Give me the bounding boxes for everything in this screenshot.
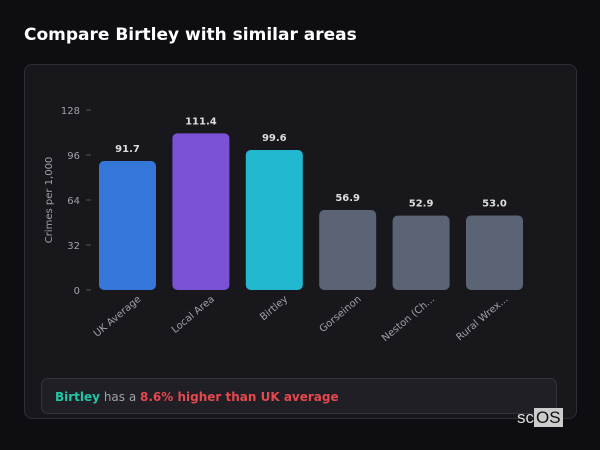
bar[interactable] (319, 209, 377, 290)
comparison-text: 8.6% higher than UK average (140, 390, 339, 404)
y-tick-label: 128 (61, 106, 80, 117)
data-label: 91.7 (115, 144, 140, 155)
data-label: 52.9 (409, 199, 434, 210)
bar[interactable] (466, 215, 523, 290)
summary-text: has a (100, 390, 141, 404)
y-tick-label: 32 (67, 241, 80, 252)
data-label: 111.4 (185, 116, 217, 127)
x-tick-label: Gorseinon (318, 294, 364, 335)
y-tick-label: 96 (67, 151, 80, 162)
x-tick-label: Rural Wrex... (454, 294, 510, 343)
data-label: 53.0 (482, 198, 507, 209)
x-tick-label: Neston (Ch... (380, 294, 437, 344)
y-tick-label: 0 (74, 286, 80, 297)
summary-box: Birtley has a 8.6% higher than UK averag… (41, 378, 557, 414)
bar[interactable] (172, 133, 230, 290)
data-label: 56.9 (335, 193, 360, 204)
y-tick-label: 64 (67, 196, 80, 207)
bar[interactable] (392, 215, 450, 290)
area-name: Birtley (55, 390, 100, 404)
x-tick-label: Local Area (170, 294, 217, 336)
y-axis-label: Crimes per 1,000 (44, 157, 55, 244)
data-label: 99.6 (262, 133, 287, 144)
logo: sc OS (517, 408, 563, 427)
x-tick-label: UK Average (92, 294, 144, 340)
x-tick-label: Birtley (258, 294, 290, 323)
page-title: Compare Birtley with similar areas (24, 25, 357, 45)
bar[interactable] (99, 161, 156, 290)
bar[interactable] (245, 149, 303, 290)
